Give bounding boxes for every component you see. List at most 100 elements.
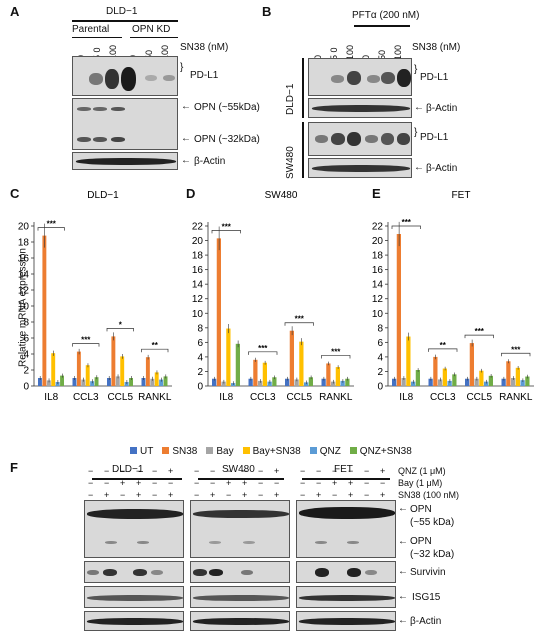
bar	[262, 362, 267, 386]
panel-b-blot-sw480-actin	[308, 158, 412, 178]
legend-label: Bay+SN38	[252, 446, 301, 457]
treatment-sign: +	[168, 466, 174, 476]
chart-c: DLD−1 0 2 4 6 8 10 12 14 16 18 20 *** IL8 *** CCL3 * CCL5…	[18, 190, 172, 403]
treatment-sign: −	[258, 466, 264, 476]
y-tick-label: 18	[192, 251, 204, 262]
chart-d: SW480 0 2 4 6 8 10 12 14 16 18 20 22 *** IL8 *** CCL3 ***…	[192, 190, 354, 403]
treatment-sign: −	[316, 466, 322, 476]
legend-label: QNZ	[319, 446, 341, 457]
panel-f-cell-line-bar	[302, 478, 390, 480]
y-tick-label: 12	[192, 294, 204, 305]
bar	[163, 376, 168, 386]
panel-letter-e: E	[372, 186, 381, 201]
panel-a-blot-pdl1	[72, 56, 178, 96]
arrow-icon: ←	[398, 615, 408, 626]
chart-title: FET	[452, 190, 471, 201]
significance-label: **	[440, 341, 447, 350]
bar	[154, 372, 159, 386]
treatment-sign: −	[332, 466, 338, 476]
bar	[120, 356, 125, 386]
y-tick-label: 18	[18, 238, 30, 249]
legend-label: SN38	[172, 446, 198, 457]
treatment-sign: +	[348, 478, 354, 488]
panel-f-cell-line-bar	[92, 478, 182, 480]
treatment-sign: +	[120, 478, 126, 488]
chart-e: FET 0 2 4 6 8 10 12 14 16 18 20 22 *** IL8 ** CCL3 *** CCL…	[372, 190, 534, 403]
treatment-sign: −	[300, 466, 306, 476]
bar	[285, 378, 290, 386]
y-tick-label: 2	[197, 367, 203, 378]
panel-letter-d: D	[186, 186, 196, 201]
panel-a-blot-opn	[72, 98, 178, 150]
y-tick-label: 18	[372, 251, 384, 262]
legend-item: UT	[130, 446, 153, 457]
bar	[129, 378, 133, 386]
y-tick-label: 20	[18, 222, 30, 233]
panel-f-treatment-label: QNZ (1 μM)	[398, 466, 446, 476]
x-tick-label: RANKL	[499, 392, 533, 403]
y-tick-label: 10	[18, 302, 30, 313]
panel-f-cell-line-bar	[198, 478, 284, 480]
panel-a-cell-line-bar	[72, 20, 178, 22]
bar	[438, 379, 443, 386]
arrow-icon: ←	[414, 102, 424, 113]
bar	[396, 234, 401, 386]
x-tick-label: IL8	[44, 392, 58, 403]
significance-bracket	[37, 227, 65, 231]
y-tick-label: 6	[197, 338, 203, 349]
treatment-sign: −	[104, 466, 110, 476]
treatment-sign: +	[380, 466, 386, 476]
panel-f-blot-fet-opn	[296, 500, 396, 558]
treatment-sign: −	[210, 466, 216, 476]
y-tick-label: 8	[23, 318, 29, 329]
significance-label: ***	[295, 315, 305, 324]
treatment-sign: +	[380, 490, 386, 500]
chart-title: SW480	[265, 190, 298, 201]
y-tick-label: 20	[372, 236, 384, 247]
panel-b-label-pdl1: }	[414, 64, 418, 75]
treatment-sign: −	[380, 478, 386, 488]
panel-f-blot-sw480-isg15	[190, 586, 290, 608]
treatment-sign: +	[242, 490, 248, 500]
panel-b-row-bar	[302, 122, 304, 178]
panel-f-label-opn55-kda: (~55 kDa)	[410, 517, 455, 528]
panel-f-label-opn32: OPN	[410, 536, 432, 547]
significance-bracket	[72, 343, 100, 347]
treatment-sign: +	[136, 478, 142, 488]
x-tick-label: RANKL	[138, 392, 172, 403]
arrow-icon: ←	[398, 591, 408, 602]
treatment-sign: +	[332, 478, 338, 488]
bar	[258, 380, 263, 386]
significance-bracket	[284, 322, 314, 326]
treatment-sign: −	[136, 466, 142, 476]
bar	[442, 368, 447, 386]
panel-b-label-pdl1-2-text: PD-L1	[420, 132, 449, 143]
panel-b-blot-sw480-pdl1	[308, 122, 412, 156]
significance-label: ***	[81, 336, 91, 345]
significance-bracket	[428, 348, 458, 352]
bar	[308, 377, 313, 386]
significance-label: *	[119, 320, 123, 329]
legend-swatch	[130, 447, 137, 454]
y-tick-label: 2	[23, 366, 29, 377]
significance-bracket	[248, 351, 278, 355]
panel-f-cell-line: FET	[334, 464, 353, 475]
bar	[115, 376, 120, 386]
treatment-sign: −	[152, 490, 158, 500]
panel-a-group-bar	[130, 37, 178, 38]
bar	[515, 367, 520, 386]
y-tick-label: 2	[377, 367, 383, 378]
legend-swatch	[162, 447, 170, 454]
bar	[141, 378, 146, 386]
panel-letter-a: A	[10, 4, 20, 19]
arrow-icon: ←	[398, 536, 408, 547]
treatment-sign: −	[332, 490, 338, 500]
bar	[272, 377, 277, 386]
bar	[474, 378, 479, 386]
significance-label: ***	[511, 345, 521, 354]
treatment-sign: +	[348, 490, 354, 500]
bar	[447, 380, 452, 386]
treatment-sign: −	[226, 466, 232, 476]
panel-f-treatment-label: SN38 (100 nM)	[398, 490, 460, 500]
y-tick-label: 4	[23, 350, 29, 361]
